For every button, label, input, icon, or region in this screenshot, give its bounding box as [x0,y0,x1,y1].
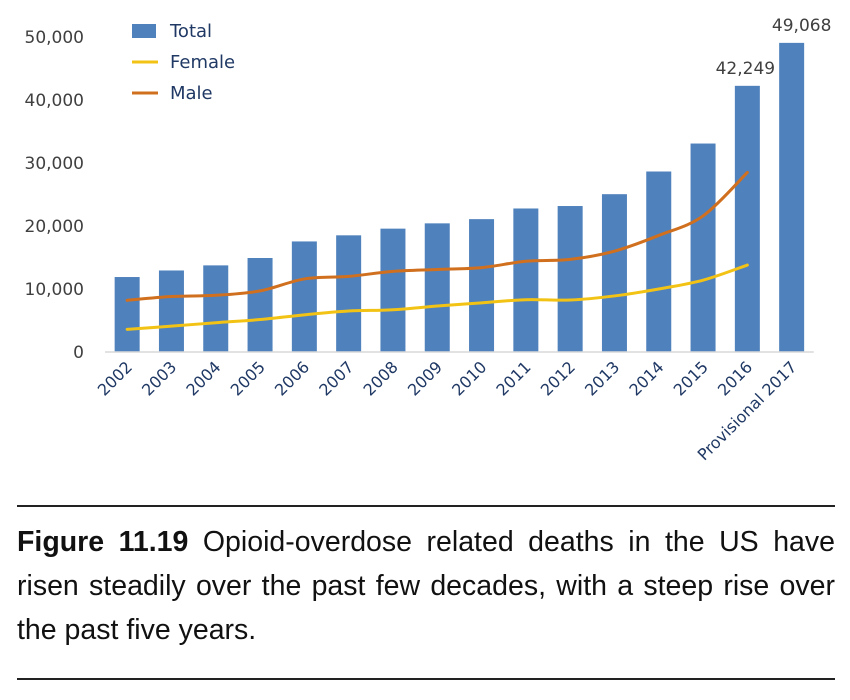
x-category-label: 2003 [138,357,180,399]
x-category-label: 2007 [315,357,357,399]
total-bar [158,270,184,352]
total-bar [690,143,716,352]
y-tick-label: 50,000 [25,28,84,48]
total-bar [646,171,672,352]
total-bar [424,223,450,352]
x-category-label: 2006 [271,357,313,399]
x-category-label: 2009 [404,357,446,399]
series-lines [125,170,749,331]
legend-label-female: Female [170,52,235,73]
x-axis-categories: 2002 2003 2004 2005 2006 2007 2008 2009 2010 2011… [94,357,801,464]
total-bar [734,85,760,352]
bar-data-label: 42,249 [716,59,775,79]
male-line [125,170,749,302]
x-category-label: 2015 [670,357,712,399]
y-tick-label: 30,000 [25,154,84,174]
x-category-label: 2008 [360,357,402,399]
total-bar [380,228,406,352]
caption-bottom-rule [17,678,835,680]
total-bar [336,235,362,352]
y-axis-ticks: 0 10,000 20,000 30,000 40,000 50,000 [25,28,84,363]
legend: Total Female Male [132,21,235,104]
legend-swatch-total [132,24,156,38]
caption-top-rule [17,505,835,507]
female-line [125,263,749,331]
legend-label-total: Total [169,21,212,42]
total-bar [779,42,805,352]
x-category-label: 2010 [448,357,490,399]
y-tick-label: 20,000 [25,217,84,237]
x-category-label: 2005 [227,357,269,399]
opioid-deaths-chart: 0 10,000 20,000 30,000 40,000 50,000 42,249 49… [25,16,832,464]
legend-label-male: Male [170,83,213,104]
caption-text: Opioid-overdose related deaths in the US… [17,526,836,646]
y-tick-label: 40,000 [25,91,84,111]
x-category-label: 2004 [182,357,224,399]
total-bar [513,208,539,352]
x-category-label: 2014 [625,357,667,399]
total-bar [601,194,627,352]
bar-data-label: 49,068 [772,16,831,36]
x-category-label: 2011 [492,357,534,399]
total-bar [557,206,583,352]
total-bar [247,258,273,352]
total-bar [114,277,140,352]
figure-label: Figure 11.19 [17,526,189,558]
total-bars [114,42,805,352]
y-tick-label: 10,000 [25,280,84,300]
total-bar [291,241,317,352]
data-labels: 42,249 49,068 [716,16,832,79]
y-tick-label: 0 [73,343,84,363]
total-bar [203,265,229,352]
total-bar [469,219,495,352]
x-category-label: 2012 [537,357,579,399]
x-category-label: 2002 [94,357,136,399]
x-category-label: 2013 [581,357,623,399]
figure-caption: Figure 11.19 Opioid-overdose related dea… [17,520,835,652]
